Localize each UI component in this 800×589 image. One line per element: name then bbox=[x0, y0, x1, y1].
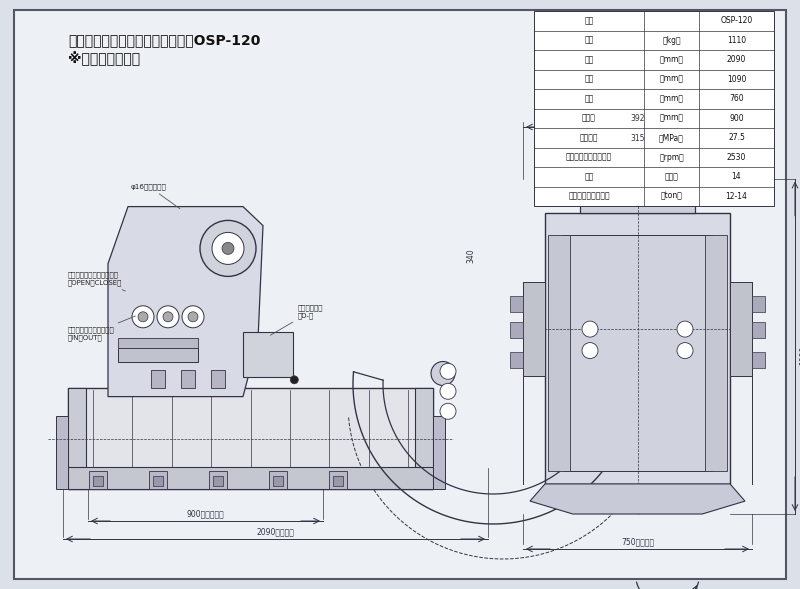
Bar bbox=[151, 370, 165, 388]
Bar bbox=[534, 11, 774, 206]
Circle shape bbox=[182, 306, 204, 328]
Bar bbox=[118, 339, 198, 349]
Text: 研磨ドラム最大回転数: 研磨ドラム最大回転数 bbox=[566, 153, 612, 162]
Circle shape bbox=[157, 306, 179, 328]
Circle shape bbox=[212, 233, 244, 264]
Text: 1110: 1110 bbox=[727, 36, 746, 45]
Bar bbox=[730, 282, 752, 376]
Text: 315: 315 bbox=[630, 134, 645, 143]
Text: 全幅: 全幅 bbox=[584, 94, 594, 103]
Circle shape bbox=[582, 321, 598, 337]
Text: 2090: 2090 bbox=[727, 55, 746, 64]
Text: グラップルシリンダライン
（OPEN・CLOSE）: グラップルシリンダライン （OPEN・CLOSE） bbox=[68, 272, 126, 291]
Circle shape bbox=[200, 220, 256, 276]
Text: （mm）: （mm） bbox=[659, 94, 683, 103]
Bar bbox=[329, 471, 347, 489]
Bar bbox=[523, 282, 545, 376]
Circle shape bbox=[431, 362, 455, 385]
Text: 研磨ドラムモータライン
（IN・OUT）: 研磨ドラムモータライン （IN・OUT） bbox=[68, 316, 135, 341]
Bar bbox=[580, 157, 695, 213]
Text: 14: 14 bbox=[732, 172, 742, 181]
Text: ドレンライン
（D-）: ドレンライン （D-） bbox=[270, 305, 323, 335]
Bar bbox=[752, 352, 765, 368]
Text: 2090（全長）: 2090（全長） bbox=[257, 527, 294, 536]
Text: ※グラップル仕様: ※グラップル仕様 bbox=[68, 52, 140, 67]
Bar bbox=[600, 127, 675, 157]
Bar bbox=[211, 370, 225, 388]
Bar bbox=[68, 467, 433, 489]
Circle shape bbox=[163, 312, 173, 322]
Bar bbox=[213, 476, 223, 486]
Bar bbox=[563, 234, 712, 471]
Bar bbox=[333, 476, 343, 486]
Bar bbox=[153, 476, 163, 486]
Bar bbox=[545, 213, 730, 484]
Text: 340: 340 bbox=[466, 249, 475, 263]
Text: 刃数: 刃数 bbox=[584, 172, 594, 181]
Text: （rpm）: （rpm） bbox=[659, 153, 684, 162]
Text: 使用圧力: 使用圧力 bbox=[580, 133, 598, 143]
Text: 全長: 全長 bbox=[584, 55, 594, 64]
Text: 12-14: 12-14 bbox=[726, 192, 747, 201]
Circle shape bbox=[290, 376, 298, 384]
Bar bbox=[118, 349, 198, 362]
Circle shape bbox=[677, 321, 693, 337]
Polygon shape bbox=[530, 484, 745, 514]
Bar bbox=[181, 370, 195, 388]
Text: OSP-120: OSP-120 bbox=[720, 16, 753, 25]
Text: （mm）: （mm） bbox=[659, 75, 683, 84]
Bar bbox=[752, 296, 765, 312]
Text: 1090: 1090 bbox=[727, 75, 746, 84]
Circle shape bbox=[132, 306, 154, 328]
Circle shape bbox=[677, 343, 693, 359]
Bar bbox=[273, 476, 283, 486]
Circle shape bbox=[440, 383, 456, 399]
Text: 切削幅: 切削幅 bbox=[582, 114, 596, 123]
Text: 2530: 2530 bbox=[727, 153, 746, 162]
Text: （mm）: （mm） bbox=[659, 55, 683, 64]
Text: 取付ショベルクラス: 取付ショベルクラス bbox=[568, 192, 610, 201]
Bar bbox=[68, 388, 86, 489]
Bar bbox=[149, 471, 167, 489]
Text: 27.5: 27.5 bbox=[728, 133, 745, 143]
Text: 1090（全高）: 1090（全高） bbox=[799, 327, 800, 365]
Text: 750（全幅）: 750（全幅） bbox=[621, 537, 654, 546]
Text: 900（切削幅）: 900（切削幅） bbox=[186, 509, 224, 518]
Bar bbox=[56, 415, 68, 489]
Text: （kg）: （kg） bbox=[662, 36, 681, 45]
Bar bbox=[93, 476, 103, 486]
Polygon shape bbox=[108, 207, 263, 396]
Text: （mm）: （mm） bbox=[659, 114, 683, 123]
Bar bbox=[243, 332, 293, 376]
Bar bbox=[752, 322, 765, 337]
Circle shape bbox=[138, 312, 148, 322]
Circle shape bbox=[188, 312, 198, 322]
Text: （枚）: （枚） bbox=[665, 172, 678, 181]
Bar bbox=[510, 352, 523, 368]
Text: （ton）: （ton） bbox=[661, 192, 682, 201]
Text: 切株切削機（切株グラインダー）OSP-120: 切株切削機（切株グラインダー）OSP-120 bbox=[68, 33, 260, 47]
Text: 760: 760 bbox=[729, 94, 744, 103]
Circle shape bbox=[440, 363, 456, 379]
Bar bbox=[269, 471, 287, 489]
Text: 全高: 全高 bbox=[584, 75, 594, 84]
Circle shape bbox=[582, 343, 598, 359]
Bar bbox=[510, 322, 523, 337]
Text: φ16（ピン径）: φ16（ピン径） bbox=[130, 183, 180, 209]
Text: 900: 900 bbox=[729, 114, 744, 123]
Bar bbox=[68, 388, 433, 489]
Bar bbox=[433, 415, 445, 489]
Circle shape bbox=[440, 403, 456, 419]
Bar bbox=[89, 471, 107, 489]
Text: （MPa）: （MPa） bbox=[659, 133, 684, 143]
Bar bbox=[209, 471, 227, 489]
Text: 重量: 重量 bbox=[584, 36, 594, 45]
Bar bbox=[415, 388, 433, 489]
Bar bbox=[548, 234, 570, 471]
Bar bbox=[510, 296, 523, 312]
Circle shape bbox=[222, 243, 234, 254]
Bar bbox=[705, 234, 727, 471]
Text: 392: 392 bbox=[630, 114, 645, 123]
Text: 型式: 型式 bbox=[584, 16, 594, 25]
